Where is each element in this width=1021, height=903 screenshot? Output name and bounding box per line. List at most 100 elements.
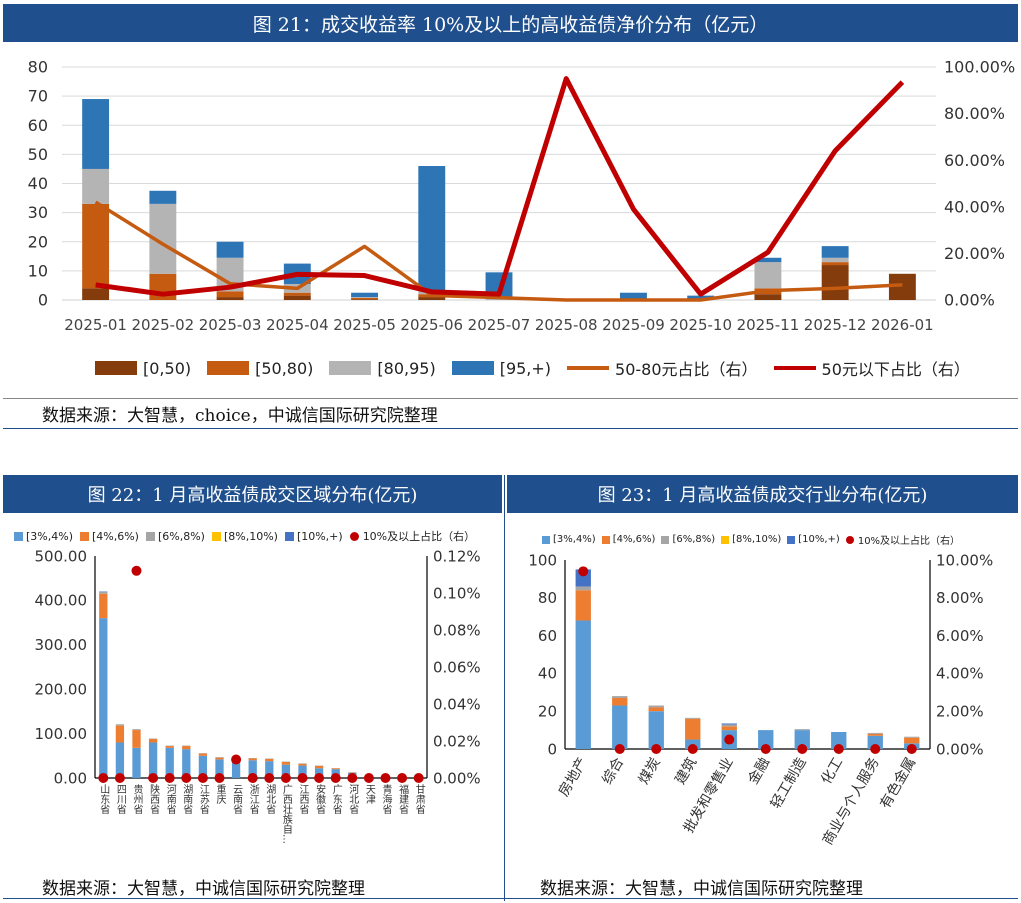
bar-segment [82, 203, 110, 289]
scatter-point [397, 773, 408, 783]
bar-segment [904, 736, 920, 738]
legend-swatch [661, 535, 670, 544]
y-right-tick-label: 0.00% [936, 740, 984, 758]
legend-label: [50,80) [255, 358, 314, 378]
scatter-point [413, 773, 424, 783]
y-left-tick-label: 80 [28, 58, 48, 77]
scatter-point [870, 744, 881, 754]
y-right-tick-label: 20.00% [944, 244, 1005, 263]
y-right-tick-label: 40.00% [944, 197, 1005, 216]
legend-label: [95,+) [499, 358, 552, 378]
bar-segment [687, 295, 715, 300]
legend-label: [8%,10%) [732, 534, 782, 545]
fig23-source: 数据来源：大智慧，中诚信国际研究院整理 [540, 879, 863, 899]
bar-segment [648, 707, 664, 712]
scatter-point [280, 773, 291, 783]
fig23-chart: 0 20 40 60 80 100 0.00% 2.00% 4.00% 6.00% 8.00% 10.… [528, 551, 993, 848]
scatter-point [98, 773, 109, 783]
scatter-point [578, 566, 589, 577]
x-tick-label: 有色金属 [876, 755, 919, 812]
bar-segment [265, 761, 274, 778]
legend-label: 50元以下占比（右） [821, 360, 970, 379]
legend-swatch [329, 361, 372, 375]
legend-swatch [14, 531, 23, 541]
x-tick-label: 综合 [599, 755, 627, 787]
bar-segment [198, 753, 208, 756]
x-tick-label: 煤炭 [636, 755, 664, 787]
y-left-tick-label: 200.00 [35, 680, 88, 698]
bar-segment [265, 758, 274, 762]
bar-segment [794, 730, 810, 749]
y-left-tick-label: 500.00 [35, 547, 88, 565]
scatter-point [114, 773, 125, 783]
scatter-point [214, 773, 225, 783]
bar-segment [612, 697, 628, 706]
legend-item: [50,80) [207, 359, 313, 378]
bar-segment [198, 755, 208, 778]
y-left-tick-label: 10 [28, 261, 48, 280]
bar-segment [721, 724, 737, 727]
y-right-tick-label: 0.06% [433, 658, 481, 676]
x-tick-label: 山东省 [98, 784, 110, 815]
y-right-tick-label: 80.00% [944, 104, 1005, 123]
fig21-divider [3, 398, 1018, 399]
x-tick-label: 建筑 [672, 755, 700, 787]
bar-segment [612, 705, 628, 749]
bar-segment [182, 746, 191, 750]
scatter-point [687, 744, 698, 754]
legend-item: [6%,8%) [145, 530, 205, 543]
fig21-source: 数据来源：大智慧，choice，中诚信国际研究院整理 [42, 406, 438, 426]
legend-swatch [284, 531, 294, 541]
x-tick-label: 江苏省 [197, 784, 209, 815]
x-tick-label: 贵州省 [131, 783, 143, 815]
legend-label: [3%,4%) [553, 534, 596, 545]
y-right-tick-label: 0.10% [433, 584, 481, 602]
scatter-point [833, 744, 844, 754]
y-left-tick-label: 70 [28, 87, 48, 106]
bar-segment [575, 586, 591, 591]
legend-label: [80,95) [377, 358, 436, 378]
scatter-point [906, 744, 917, 754]
x-tick-label: 2025-03 [199, 316, 262, 334]
y-left-tick-label: 50 [28, 145, 48, 164]
bar-segment [82, 288, 110, 300]
fig22-title-bar: 图 22：1 月高收益债成交区域分布(亿元) [3, 475, 502, 513]
legend-item: [3%,4%) [14, 530, 73, 543]
legend-swatch [721, 535, 730, 544]
bar-segment [281, 764, 291, 778]
legend-item: [4%,6%) [601, 534, 655, 545]
x-tick-label: 房地产 [556, 755, 591, 799]
fig23-legend: [3%,4%) [4%,6%) [6%,8%) [8%,10%) [10%,+) 10%及… [542, 532, 960, 547]
x-tick-label: 2025-05 [333, 316, 396, 334]
fig23-title: 图 23：1 月高收益债成交行业分布(亿元) [597, 485, 928, 506]
bar-segment [231, 761, 241, 778]
legend-label: 10%及以上占比（右） [857, 536, 961, 547]
scatter-point [181, 773, 192, 783]
bar-segment [82, 168, 110, 204]
x-tick-label: 甘肃省 [413, 783, 425, 815]
scatter-point [363, 773, 374, 783]
legend-label: [10%,+) [296, 529, 343, 543]
legend-item: [10%,+) [284, 529, 343, 543]
bar-segment [99, 591, 108, 594]
x-tick-label: 广东省 [330, 784, 342, 815]
x-tick-label: 陕西省 [148, 783, 160, 815]
bar-segment [148, 738, 158, 743]
bar-segment [148, 742, 158, 778]
bar-segment [867, 732, 883, 734]
bar-segment [283, 292, 311, 296]
x-tick-label: 2025-09 [602, 316, 665, 334]
legend-label: [6%,8%) [672, 534, 716, 545]
y-right-tick-label: 0.00% [944, 291, 995, 310]
fig23-title-bar: 图 23：1 月高收益债成交行业分布(亿元) [507, 475, 1018, 513]
bar-segment [314, 766, 324, 769]
scatter-point [131, 565, 142, 576]
y-left-tick-label: 40 [538, 665, 557, 683]
legend-swatch [207, 361, 250, 375]
x-tick-label: 青海省 [380, 783, 392, 815]
legend-item: [8%,10%) [211, 530, 278, 543]
y-left-tick-label: 300.00 [35, 636, 88, 654]
bar-segment [283, 295, 311, 300]
bar-segment [281, 762, 291, 765]
bar-segment [351, 299, 378, 300]
